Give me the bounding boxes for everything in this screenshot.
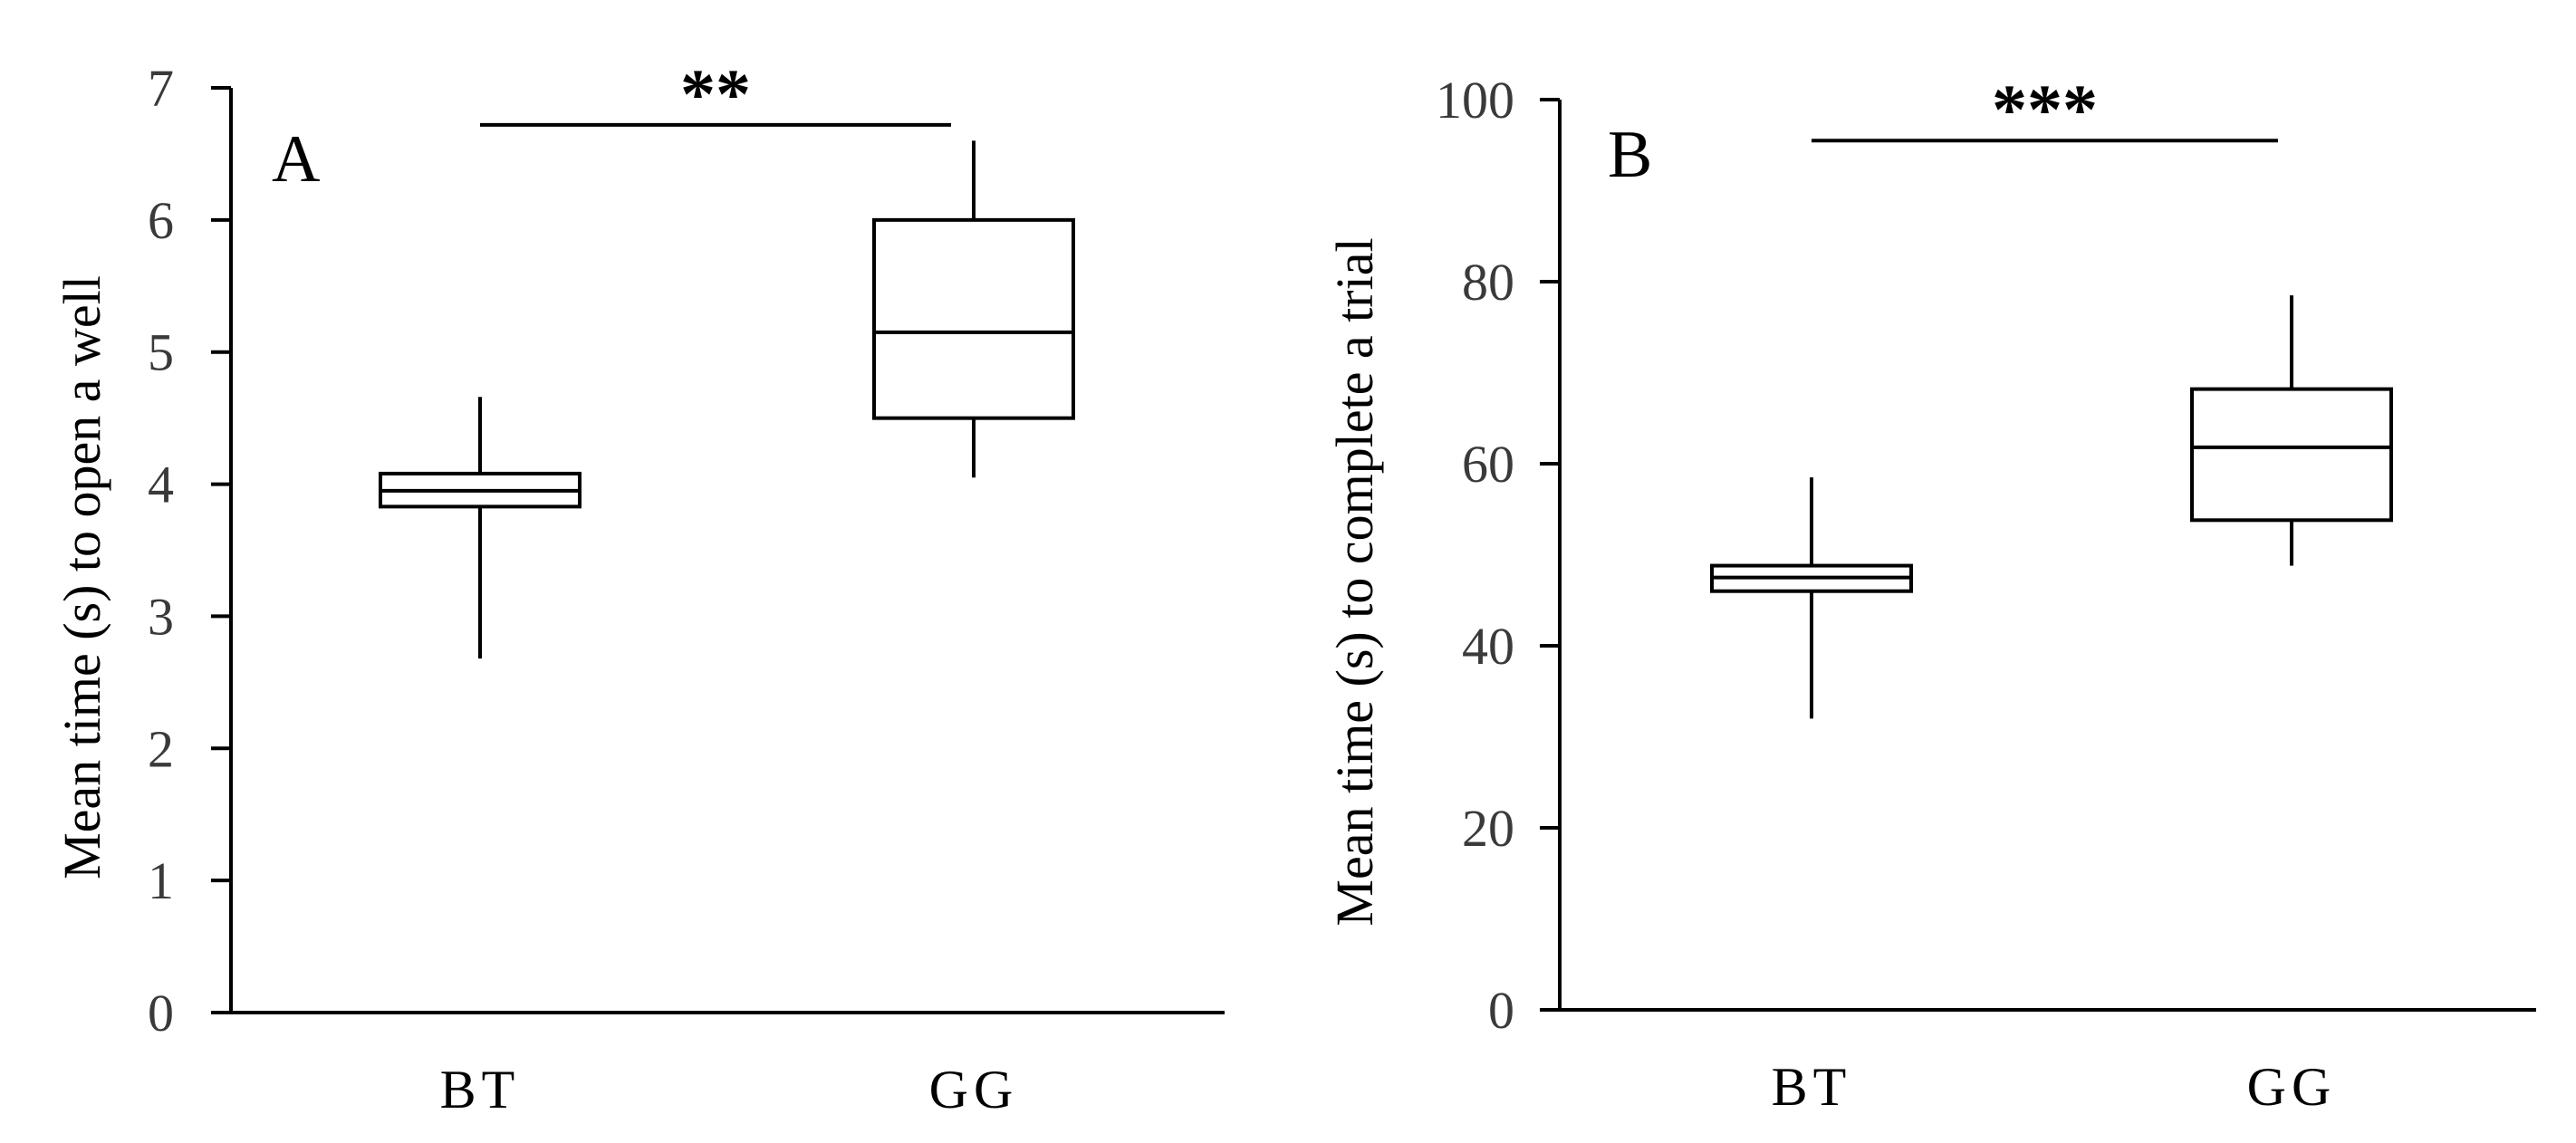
y-tick-label: 40: [1462, 617, 1514, 676]
y-tick-label: 80: [1462, 253, 1514, 312]
y-tick-label: 5: [148, 323, 174, 382]
x-category-label: GG: [929, 1060, 1019, 1119]
x-category-label: BT: [440, 1060, 521, 1119]
y-tick-label: 6: [148, 191, 174, 250]
y-tick-label: 20: [1462, 799, 1514, 858]
box-gg: [2190, 387, 2393, 523]
x-category-label: BT: [1772, 1057, 1852, 1117]
y-axis-title: Mean time (s) to complete a trial: [1325, 237, 1384, 926]
y-axis-title: Mean time (s) to open a well: [53, 275, 111, 879]
panel-label: A: [272, 122, 320, 197]
y-tick-label: 0: [148, 984, 174, 1042]
panel-label: B: [1608, 118, 1652, 192]
y-tick-label: 60: [1462, 435, 1514, 494]
significance-label: **: [680, 54, 751, 133]
x-category-label: GG: [2247, 1057, 2337, 1117]
y-tick-label: 4: [148, 456, 174, 514]
y-tick-label: 0: [1488, 981, 1514, 1040]
y-tick-label: 1: [148, 851, 174, 910]
y-tick-label: 100: [1436, 71, 1514, 130]
y-tick-label: 2: [148, 719, 174, 778]
y-tick-label: 3: [148, 587, 174, 646]
y-tick-label: 7: [148, 59, 174, 118]
significance-label: ***: [1992, 70, 2098, 149]
box-gg: [872, 217, 1075, 420]
